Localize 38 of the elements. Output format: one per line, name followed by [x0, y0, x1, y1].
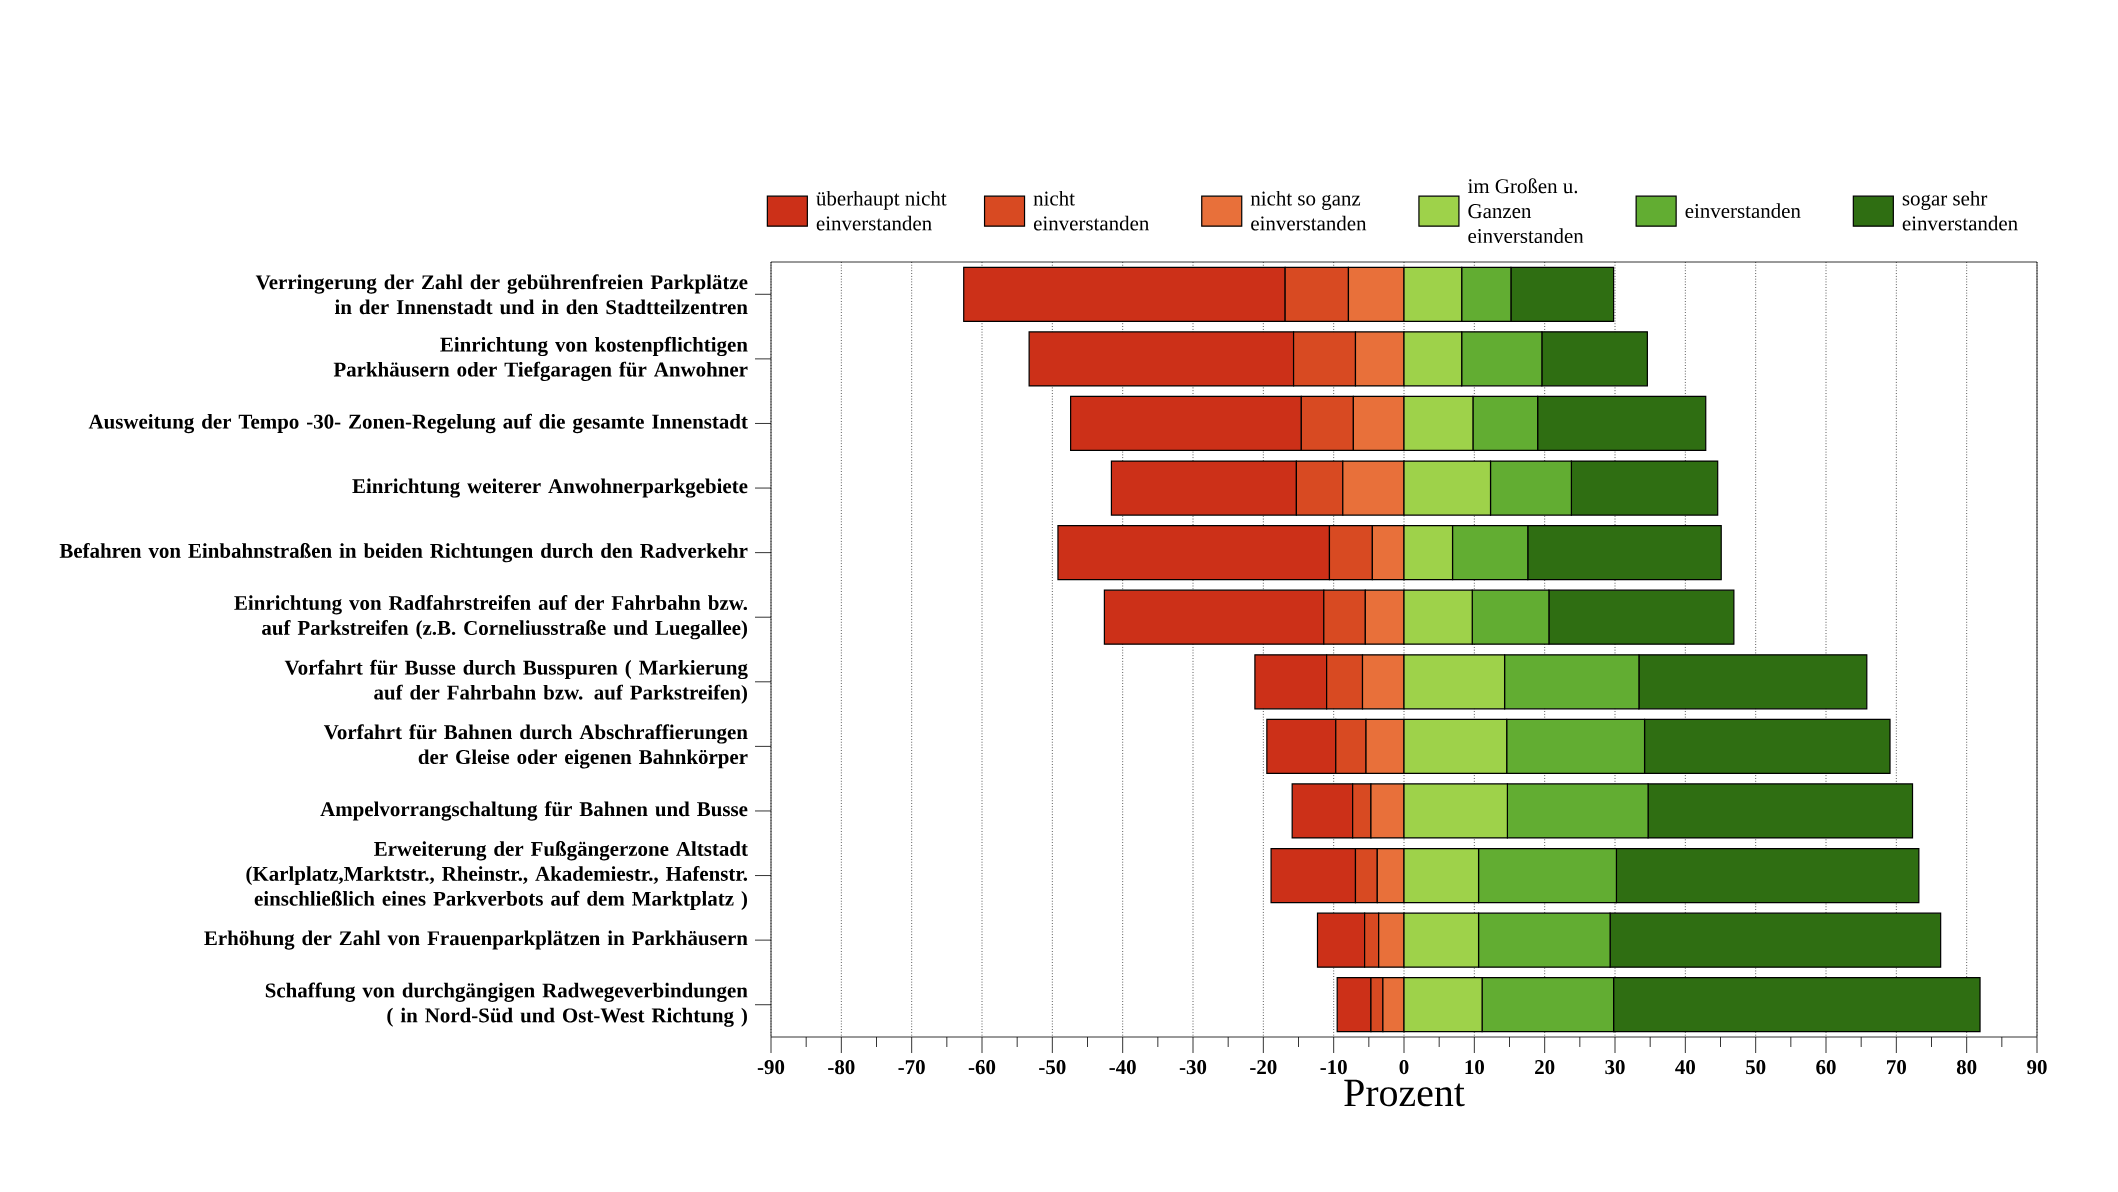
x-tick-label: -10 — [1320, 1060, 1347, 1075]
x-tick-label: 0 — [1399, 1060, 1409, 1075]
x-tick-label: 30 — [1605, 1060, 1625, 1075]
x-tick-label: -30 — [1179, 1060, 1207, 1075]
y-tick-label: Ampelvorrangschaltung für Bahnen und Busse — [320, 801, 748, 821]
x-tick-label: -70 — [898, 1060, 925, 1075]
y-tick-label: Schaffung von durchgängigen Radwegeverbindungen ( in Nord-Süd und Ost-West Richtung ) — [265, 982, 748, 1027]
y-tick-label: Einrichtung von kostenpflichtigen Parkhäusern oder Tiefgaragen für Anwohner — [333, 336, 748, 382]
y-tick-label: Ausweitung der Tempo -30- Zonen-Regelung auf die gesamte Innenstadt — [88, 413, 748, 434]
y-tick-label: Erhöhung der Zahl von Frauenparkplätzen in Parkhäusern — [204, 930, 748, 950]
y-tick-label: Einrichtung von Radfahrstreifen auf der Fahrbahn bzw. auf Parkstreifen (z.B. Corneliusstraße und Luegallee) — [234, 595, 748, 640]
y-tick-label: Befahren von Einbahnstraßen in beiden Richtungen durch den Radverkehr — [59, 542, 748, 563]
x-tick-label: -50 — [1039, 1060, 1066, 1075]
y-tick-label: Erweiterung der Fußgängerzone Altstadt (Karlplatz,Marktstr., Rheinstr., Akademiestr., Hafenstr. einschließlich eines Parkverbots auf dem Marktplatz ) — [246, 841, 748, 911]
legend-label: sogar sehr einverstanden — [1902, 190, 2018, 231]
x-tick-label: -80 — [828, 1060, 855, 1075]
x-axis-title: Prozent — [1344, 1079, 1465, 1107]
y-tick-label: Einrichtung weiterer Anwohnerparkgebiete — [352, 478, 748, 498]
legend-label: im Großen u. Ganzen einverstanden — [1467, 178, 1584, 244]
x-tick-label: 70 — [1887, 1060, 1906, 1075]
x-tick-label: 40 — [1675, 1060, 1695, 1075]
y-tick-label: Vorfahrt für Busse durch Busspuren ( Markierung auf der Fahrbahn bzw. auf Parkstreifen) — [284, 659, 748, 704]
legend-label: nicht einverstanden — [1033, 190, 1149, 231]
x-tick-label: -60 — [968, 1060, 996, 1075]
x-tick-label: 60 — [1816, 1060, 1836, 1075]
y-tick-label: Vorfahrt für Bahnen durch Abschraffierungen der Gleise oder eigenen Bahnkörper — [323, 724, 748, 769]
x-tick-label: -40 — [1109, 1060, 1136, 1075]
legend-label: nicht so ganz einverstanden — [1250, 190, 1367, 231]
x-tick-label: 10 — [1465, 1060, 1484, 1075]
y-tick-label: Verringerung der Zahl der gebührenfreien Parkplätze in der Innenstadt und in den Stadtteilzentren — [255, 274, 748, 315]
x-tick-label: 90 — [2027, 1060, 2047, 1075]
x-tick-label: 80 — [1956, 1060, 1977, 1075]
x-tick-label: -20 — [1250, 1060, 1277, 1075]
x-tick-label: 20 — [1535, 1060, 1555, 1075]
legend-label: einverstanden — [1685, 203, 1801, 219]
x-tick-label: 50 — [1746, 1060, 1766, 1075]
legend-label: überhaupt nicht einverstanden — [816, 190, 947, 231]
x-tick-label: -90 — [757, 1060, 785, 1075]
